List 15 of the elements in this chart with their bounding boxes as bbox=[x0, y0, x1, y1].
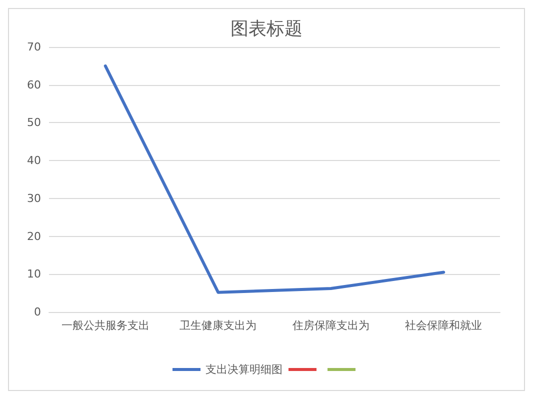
y-tick-label: 10 bbox=[27, 268, 41, 281]
x-tick-label: 一般公共服务支出 bbox=[61, 319, 150, 332]
line-series bbox=[104, 64, 446, 294]
y-tick-label: 0 bbox=[34, 306, 41, 318]
y-tick-label: 20 bbox=[27, 230, 41, 243]
y-tick-label: 60 bbox=[27, 78, 41, 92]
y-tick-label: 50 bbox=[27, 116, 41, 130]
chart-title: 图表标题 bbox=[230, 18, 302, 40]
y-tick-label: 40 bbox=[27, 154, 41, 168]
x-tick-label: 卫生健康支出为 bbox=[180, 319, 257, 332]
y-tick-label: 70 bbox=[27, 40, 41, 54]
x-tick-label: 社会保障和就业 bbox=[405, 319, 482, 332]
legend-label: 支出决算明细图 bbox=[206, 363, 282, 376]
x-tick-label: 住房保障支出为 bbox=[292, 319, 370, 332]
y-tick-label: 30 bbox=[27, 192, 41, 205]
